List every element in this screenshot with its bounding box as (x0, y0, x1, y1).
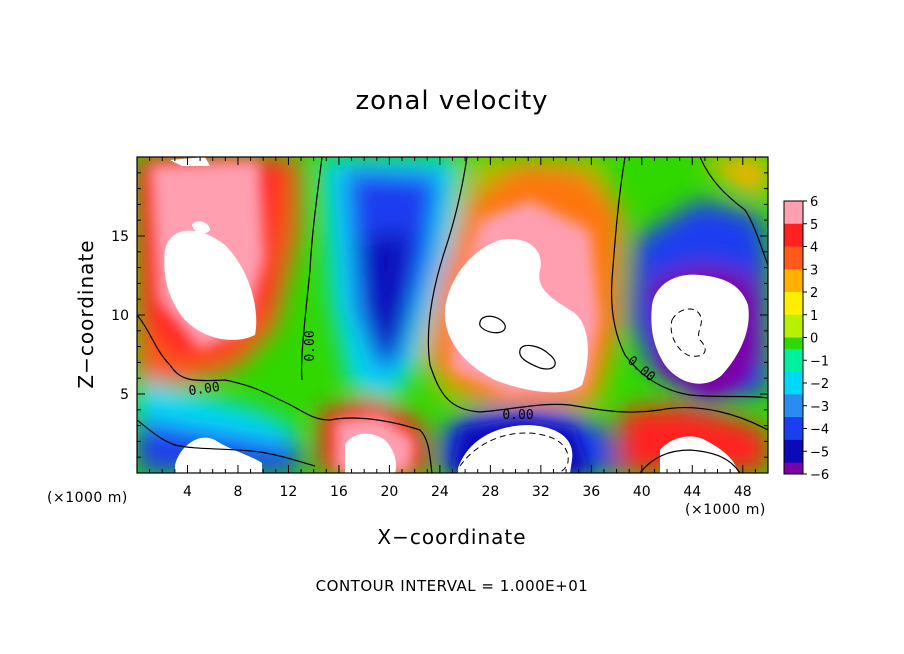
white-area-right (651, 274, 749, 384)
x-tick-label: 4 (183, 484, 192, 500)
colorbar-swatch (784, 269, 803, 282)
contour-zero-top-right (699, 157, 768, 266)
y-axis-unit: (×1000 m) (47, 490, 128, 506)
white-area-bottom-mid (345, 433, 397, 473)
contour-dashed-bottom (459, 432, 569, 473)
contour-label-text: 0.00 (188, 380, 221, 399)
contour-zero-right (610, 157, 768, 399)
x-axis-unit: (×1000 m) (685, 502, 766, 518)
x-tick-label: 8 (233, 484, 242, 500)
colorbar-swatch (784, 462, 803, 475)
colorbar-label: 4 (810, 241, 818, 256)
colorbar-swatch (784, 201, 803, 213)
colorbar-label: 5 (810, 218, 818, 233)
region-left-bottom-cyan (137, 380, 300, 446)
colorbar-swatch (784, 337, 803, 350)
y-tick-label: 10 (111, 308, 129, 324)
x-tick-label: 24 (431, 484, 449, 500)
colorbar-swatch (784, 314, 803, 327)
white-area-bottom-center (458, 425, 573, 473)
contour-label: 0.00 (502, 408, 533, 423)
colorbar-swatch (784, 428, 803, 441)
region-top-right-orange (700, 157, 768, 200)
contour-label-text: 0.00 (502, 408, 533, 423)
contour-zero-bottom-right (639, 449, 741, 473)
x-tick-label: 40 (633, 484, 651, 500)
region-center-deep-blue (360, 230, 410, 365)
colorbar-swatch (784, 235, 803, 247)
colorbar-swatch (784, 280, 803, 293)
y-axis-ticks: 5 10 15 (111, 172, 768, 458)
x-tick-label: 48 (734, 484, 752, 500)
colorbar-swatch (784, 292, 803, 304)
colorbar-label: −2 (810, 377, 829, 392)
white-area-left (164, 230, 257, 340)
colorbar-swatch (784, 257, 803, 270)
x-axis-label: X−coordinate (377, 525, 527, 549)
colorbar-label: −5 (810, 445, 829, 460)
x-tick-label: 16 (330, 484, 348, 500)
contour-label: 0.00 (188, 380, 221, 399)
colorbar-swatch (784, 451, 803, 464)
colorbar-label: 1 (810, 309, 818, 324)
contour-small-loop-left (479, 315, 506, 334)
x-tick-label: 20 (380, 484, 398, 500)
x-tick-label: 36 (582, 484, 600, 500)
colorbar: 6 5 4 3 2 1 0 −1 −2 −3 −4 −5 −6 (783, 195, 829, 483)
colorbar-label: −6 (810, 468, 829, 483)
contour-interval-note: CONTOUR INTERVAL = 1.000E+01 (315, 577, 589, 595)
x-tick-label: 32 (532, 484, 550, 500)
colorbar-swatch (784, 326, 803, 338)
chart-title: zonal velocity (355, 86, 549, 116)
colorbar-swatch (784, 223, 803, 236)
colorbar-label: −3 (810, 400, 829, 415)
contour-zero-bottom (329, 417, 433, 473)
colorbar-swatch (784, 405, 803, 418)
contour-zero-center-left (300, 157, 323, 381)
contour-zero-center (427, 157, 768, 431)
x-tick-label: 12 (280, 484, 298, 500)
contour-zero-left (137, 314, 331, 421)
colorbar-swatch (784, 212, 803, 225)
colorbar-label: −1 (810, 354, 829, 369)
colorbar-swatch (784, 394, 803, 407)
colorbar-label: 3 (810, 263, 818, 278)
x-axis-ticks: 4 8 12 16 20 24 28 32 36 40 44 48 (149, 157, 756, 500)
contour-dashed-right (670, 308, 706, 357)
white-area-bottom-left (175, 437, 262, 473)
contour-zero-bottom-left (137, 419, 316, 467)
x-tick-label: 44 (683, 484, 701, 500)
y-tick-label: 5 (120, 387, 129, 403)
white-area-bottom-right (660, 436, 738, 473)
colorbar-label: −4 (810, 423, 829, 438)
colorbar-swatch (784, 303, 803, 316)
contour-label-text: 0.00 (303, 330, 318, 361)
negative-contours (459, 308, 706, 473)
contour-small-loop-right (519, 344, 556, 370)
x-tick-label: 28 (481, 484, 499, 500)
colorbar-label: 6 (810, 195, 818, 210)
white-area-left-small (192, 221, 210, 234)
colorbar-swatch (784, 417, 803, 429)
colorbar-swatch (784, 383, 803, 395)
contour-lines (137, 157, 768, 473)
contour-labels: 0.000.000.000.00 (188, 330, 658, 423)
colorbar-swatch (784, 360, 803, 373)
velocity-field (137, 157, 768, 473)
y-tick-label: 15 (111, 229, 129, 245)
colorbar-swatch (784, 439, 803, 452)
white-area-center (444, 238, 588, 393)
colorbar-swatch (784, 348, 803, 361)
colorbar-swatch (784, 371, 803, 384)
contour-label: 0.00 (303, 330, 318, 361)
colorbar-swatch (784, 246, 803, 259)
colorbar-label: 0 (810, 332, 818, 347)
colorbar-label: 2 (810, 286, 818, 301)
